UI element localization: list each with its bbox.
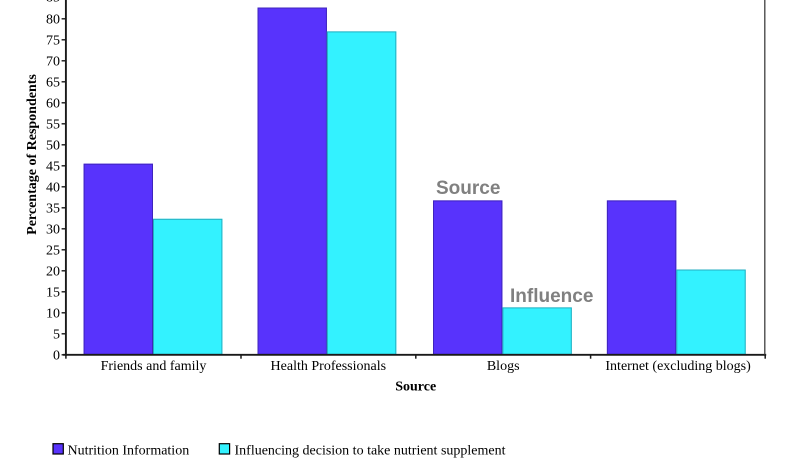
svg-text:0: 0 — [53, 348, 60, 363]
svg-text:30: 30 — [46, 222, 60, 237]
svg-text:Nutrition Information: Nutrition Information — [68, 443, 190, 458]
svg-text:65: 65 — [46, 75, 60, 90]
svg-text:50: 50 — [46, 138, 60, 153]
svg-text:Internet (excluding blogs): Internet (excluding blogs) — [605, 359, 751, 374]
svg-text:Percentage of Respondents: Percentage of Respondents — [25, 74, 40, 235]
svg-text:Friends and family: Friends and family — [101, 359, 207, 374]
svg-text:5: 5 — [53, 327, 60, 342]
svg-text:35: 35 — [46, 201, 60, 216]
svg-text:75: 75 — [46, 33, 60, 48]
svg-text:Influencing decision to take n: Influencing decision to take nutrient su… — [235, 443, 506, 458]
svg-text:40: 40 — [46, 180, 60, 195]
svg-text:45: 45 — [46, 159, 60, 174]
svg-text:15: 15 — [46, 285, 60, 300]
svg-text:Influence: Influence — [510, 286, 593, 307]
svg-text:Source: Source — [395, 379, 436, 394]
svg-text:10: 10 — [46, 306, 60, 321]
svg-text:80: 80 — [46, 12, 60, 27]
svg-text:Health Professionals: Health Professionals — [271, 359, 386, 374]
svg-text:20: 20 — [46, 264, 60, 279]
svg-text:70: 70 — [46, 54, 60, 69]
svg-text:55: 55 — [46, 117, 60, 132]
svg-text:25: 25 — [46, 243, 60, 258]
svg-text:85: 85 — [46, 0, 60, 6]
svg-text:60: 60 — [46, 96, 60, 111]
svg-text:Source: Source — [436, 178, 500, 199]
svg-text:Blogs: Blogs — [487, 359, 520, 374]
